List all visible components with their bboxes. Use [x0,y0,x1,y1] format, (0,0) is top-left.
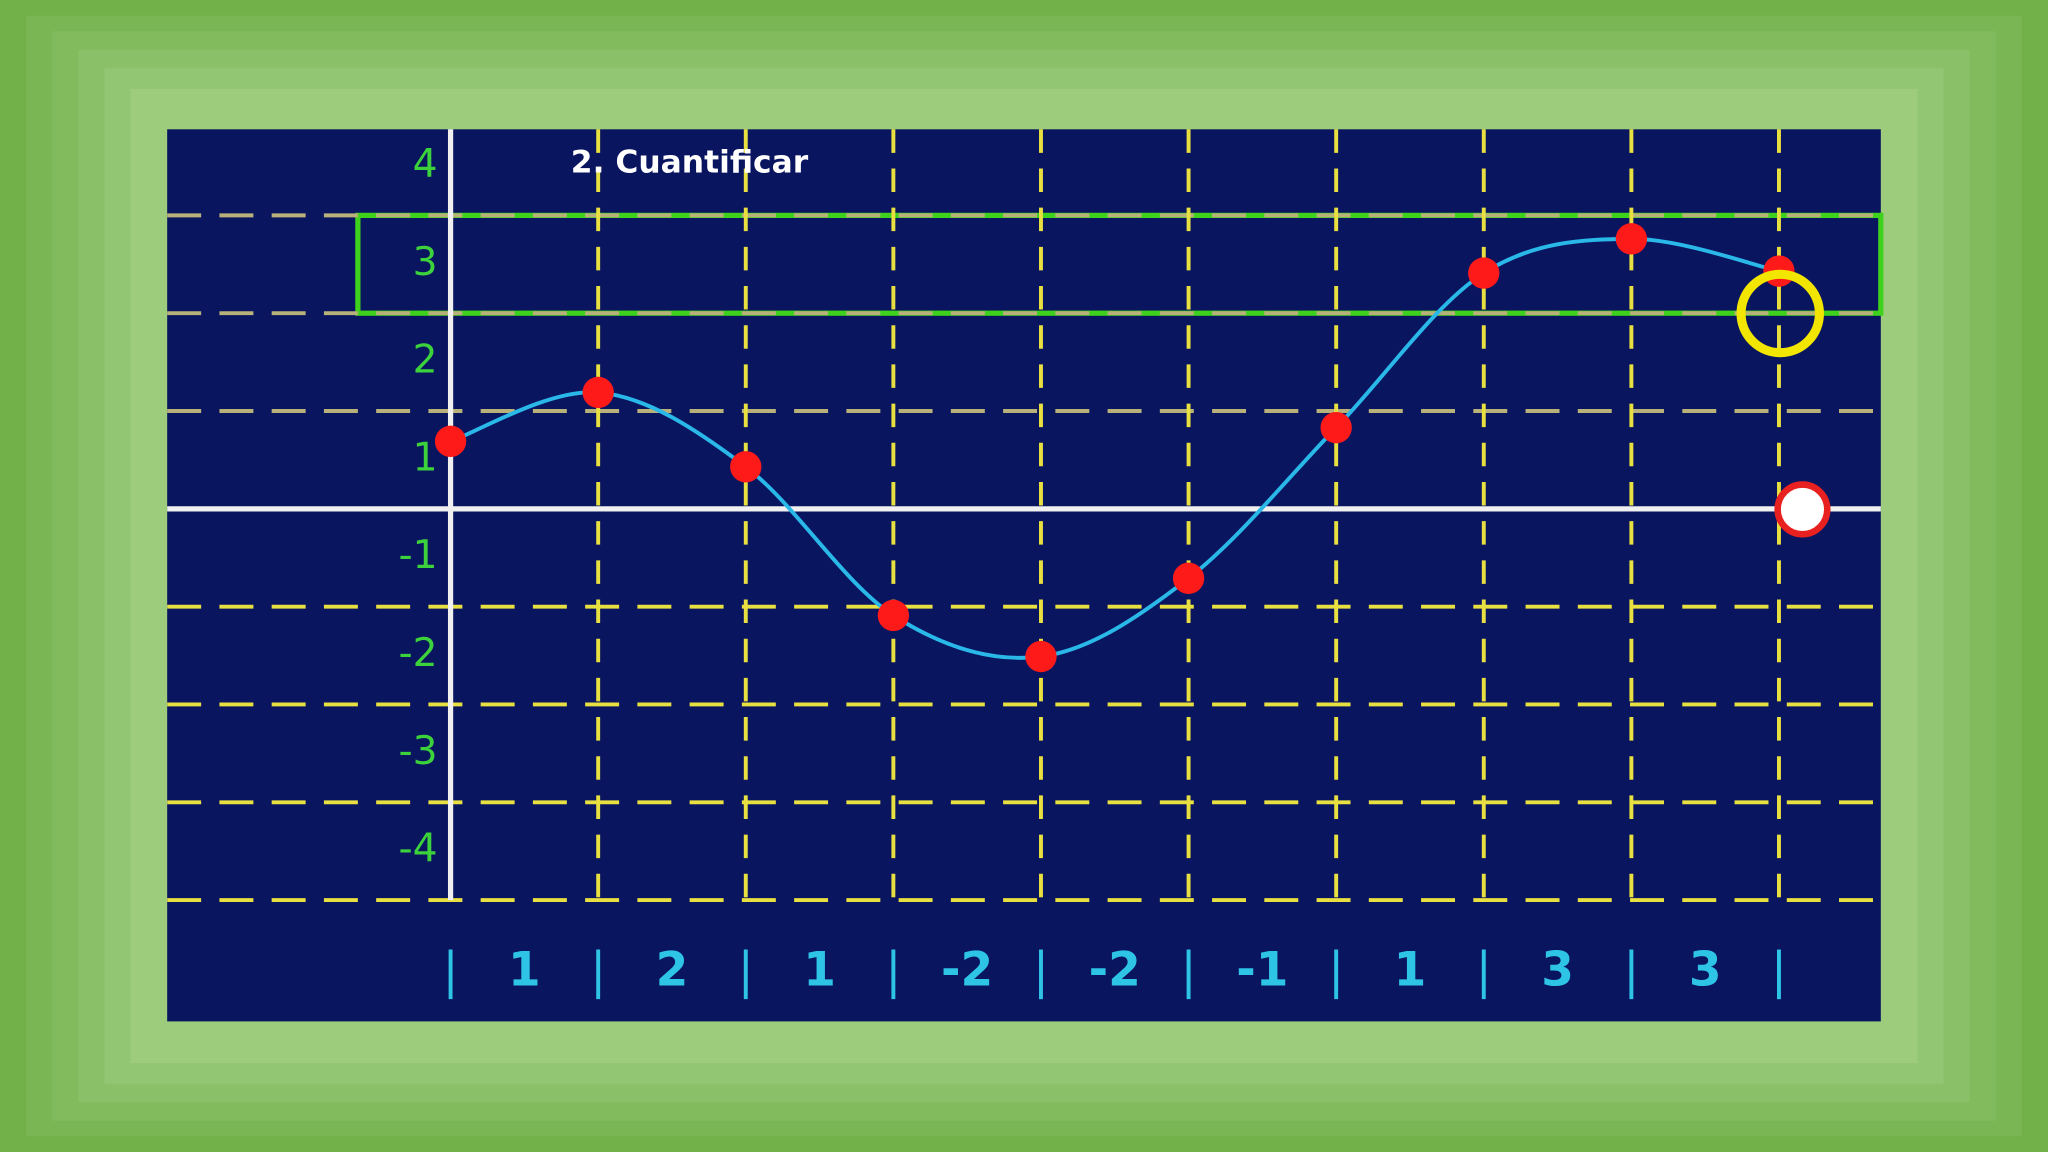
level-label: 2 [656,943,689,998]
sample-point [1172,562,1205,594]
sample-point [1615,223,1648,255]
y-tick-label: 1 [413,435,438,480]
level-label: 1 [508,943,541,998]
sample-point [434,425,467,458]
plot: 4 3 2 1 -1 -2 -3 -4 1 2 1 -2 -2 -1 1 3 3 [167,129,1884,1000]
slide-title: 2. Cuantificar [571,144,809,180]
y-tick-label: -4 [398,827,437,872]
level-label: 1 [803,943,836,998]
slider-handle [1774,481,1831,538]
sample-point [1025,640,1057,673]
y-tick-label: 4 [413,142,438,187]
level-label: 3 [1541,943,1574,998]
y-tick-label: -1 [398,533,437,578]
level-label: -2 [941,943,993,998]
sample-point [1320,411,1352,444]
y-tick-label: 2 [413,338,438,383]
sample-point [582,376,614,409]
sample-point [877,599,910,632]
level-label: -2 [1089,943,1141,998]
level-label: -1 [1236,943,1288,998]
sample-point [1468,257,1500,289]
y-tick-label: -2 [398,631,437,676]
sample-point [730,451,762,483]
y-tick-label: -3 [398,729,437,774]
highlight-ring [1736,269,1824,358]
signal-curve [449,236,1780,660]
level-label: 3 [1689,943,1722,998]
level-label: 1 [1394,943,1427,998]
y-tick-label: 3 [413,240,438,285]
